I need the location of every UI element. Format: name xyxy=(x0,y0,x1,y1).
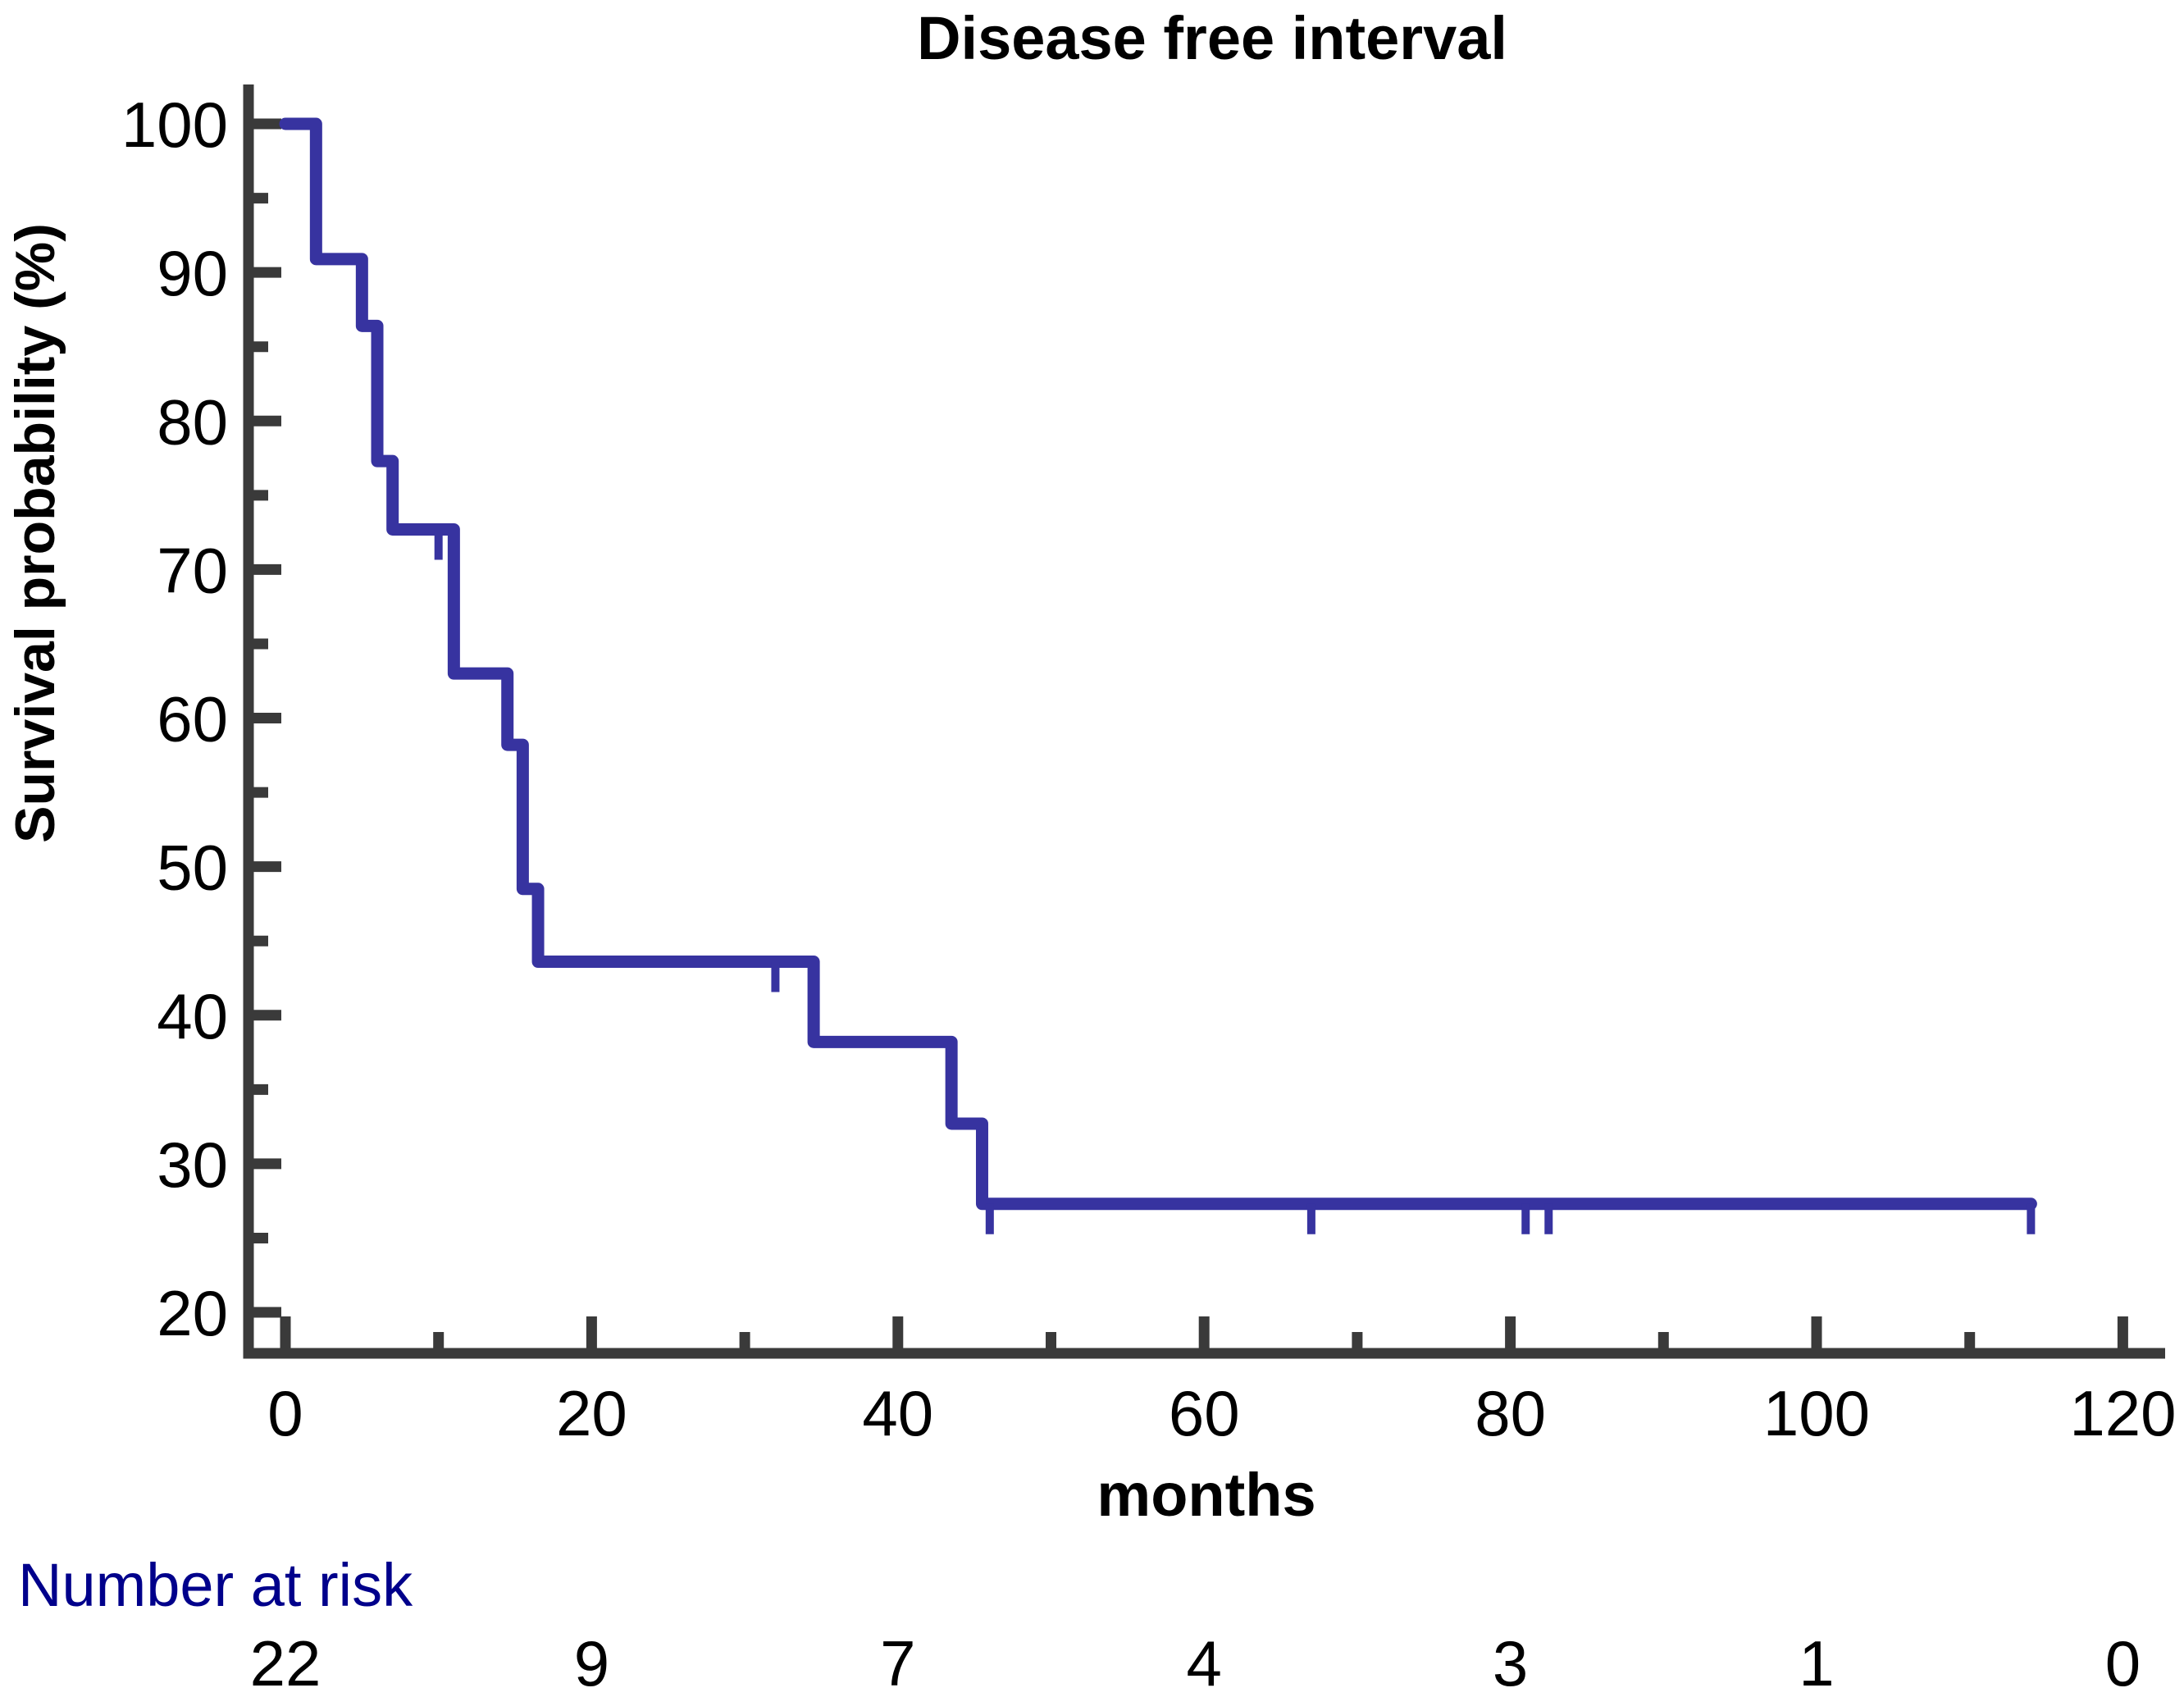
y-tick-label: 80 xyxy=(157,385,228,458)
tick-labels: 100 90 80 70 60 50 40 30 20 0 20 40 60 80 100 120 xyxy=(121,89,2177,1449)
y-tick-label: 60 xyxy=(157,683,228,755)
survival-curve xyxy=(279,117,2037,1211)
number-at-risk-label: Number at risk xyxy=(18,1551,413,1619)
y-tick-label: 100 xyxy=(121,89,228,161)
y-tick-label: 70 xyxy=(157,534,228,606)
x-tick-label: 100 xyxy=(1763,1377,1870,1449)
x-tick-label: 120 xyxy=(2069,1377,2176,1449)
risk-value: 9 xyxy=(574,1627,609,1697)
axis-lines xyxy=(243,84,2165,1359)
x-tick-label: 80 xyxy=(1475,1377,1546,1449)
risk-value: 3 xyxy=(1493,1627,1528,1697)
x-tick-label: 20 xyxy=(556,1377,627,1449)
y-tick-label: 20 xyxy=(157,1277,228,1349)
survival-curve-group xyxy=(279,117,2037,1234)
y-tick-label: 90 xyxy=(157,237,228,309)
y-axis-label: Survival probability (%) xyxy=(4,223,66,843)
y-tick-label: 30 xyxy=(157,1129,228,1201)
x-axis-label: months xyxy=(1097,1461,1315,1529)
x-tick-label: 40 xyxy=(862,1377,933,1449)
risk-value: 0 xyxy=(2105,1627,2141,1697)
y-tick-label: 40 xyxy=(157,980,228,1052)
chart-title: Disease free interval xyxy=(917,4,1507,72)
risk-value: 22 xyxy=(250,1627,321,1697)
risk-value: 7 xyxy=(880,1627,915,1697)
y-tick-label: 50 xyxy=(157,832,228,904)
x-tick-label: 60 xyxy=(1169,1377,1240,1449)
risk-value: 1 xyxy=(1799,1627,1834,1697)
x-tick-label: 0 xyxy=(267,1377,303,1449)
number-at-risk-row: 22 9 7 4 3 1 0 xyxy=(250,1627,2141,1697)
axes xyxy=(243,84,2165,1359)
risk-value: 4 xyxy=(1187,1627,1222,1697)
